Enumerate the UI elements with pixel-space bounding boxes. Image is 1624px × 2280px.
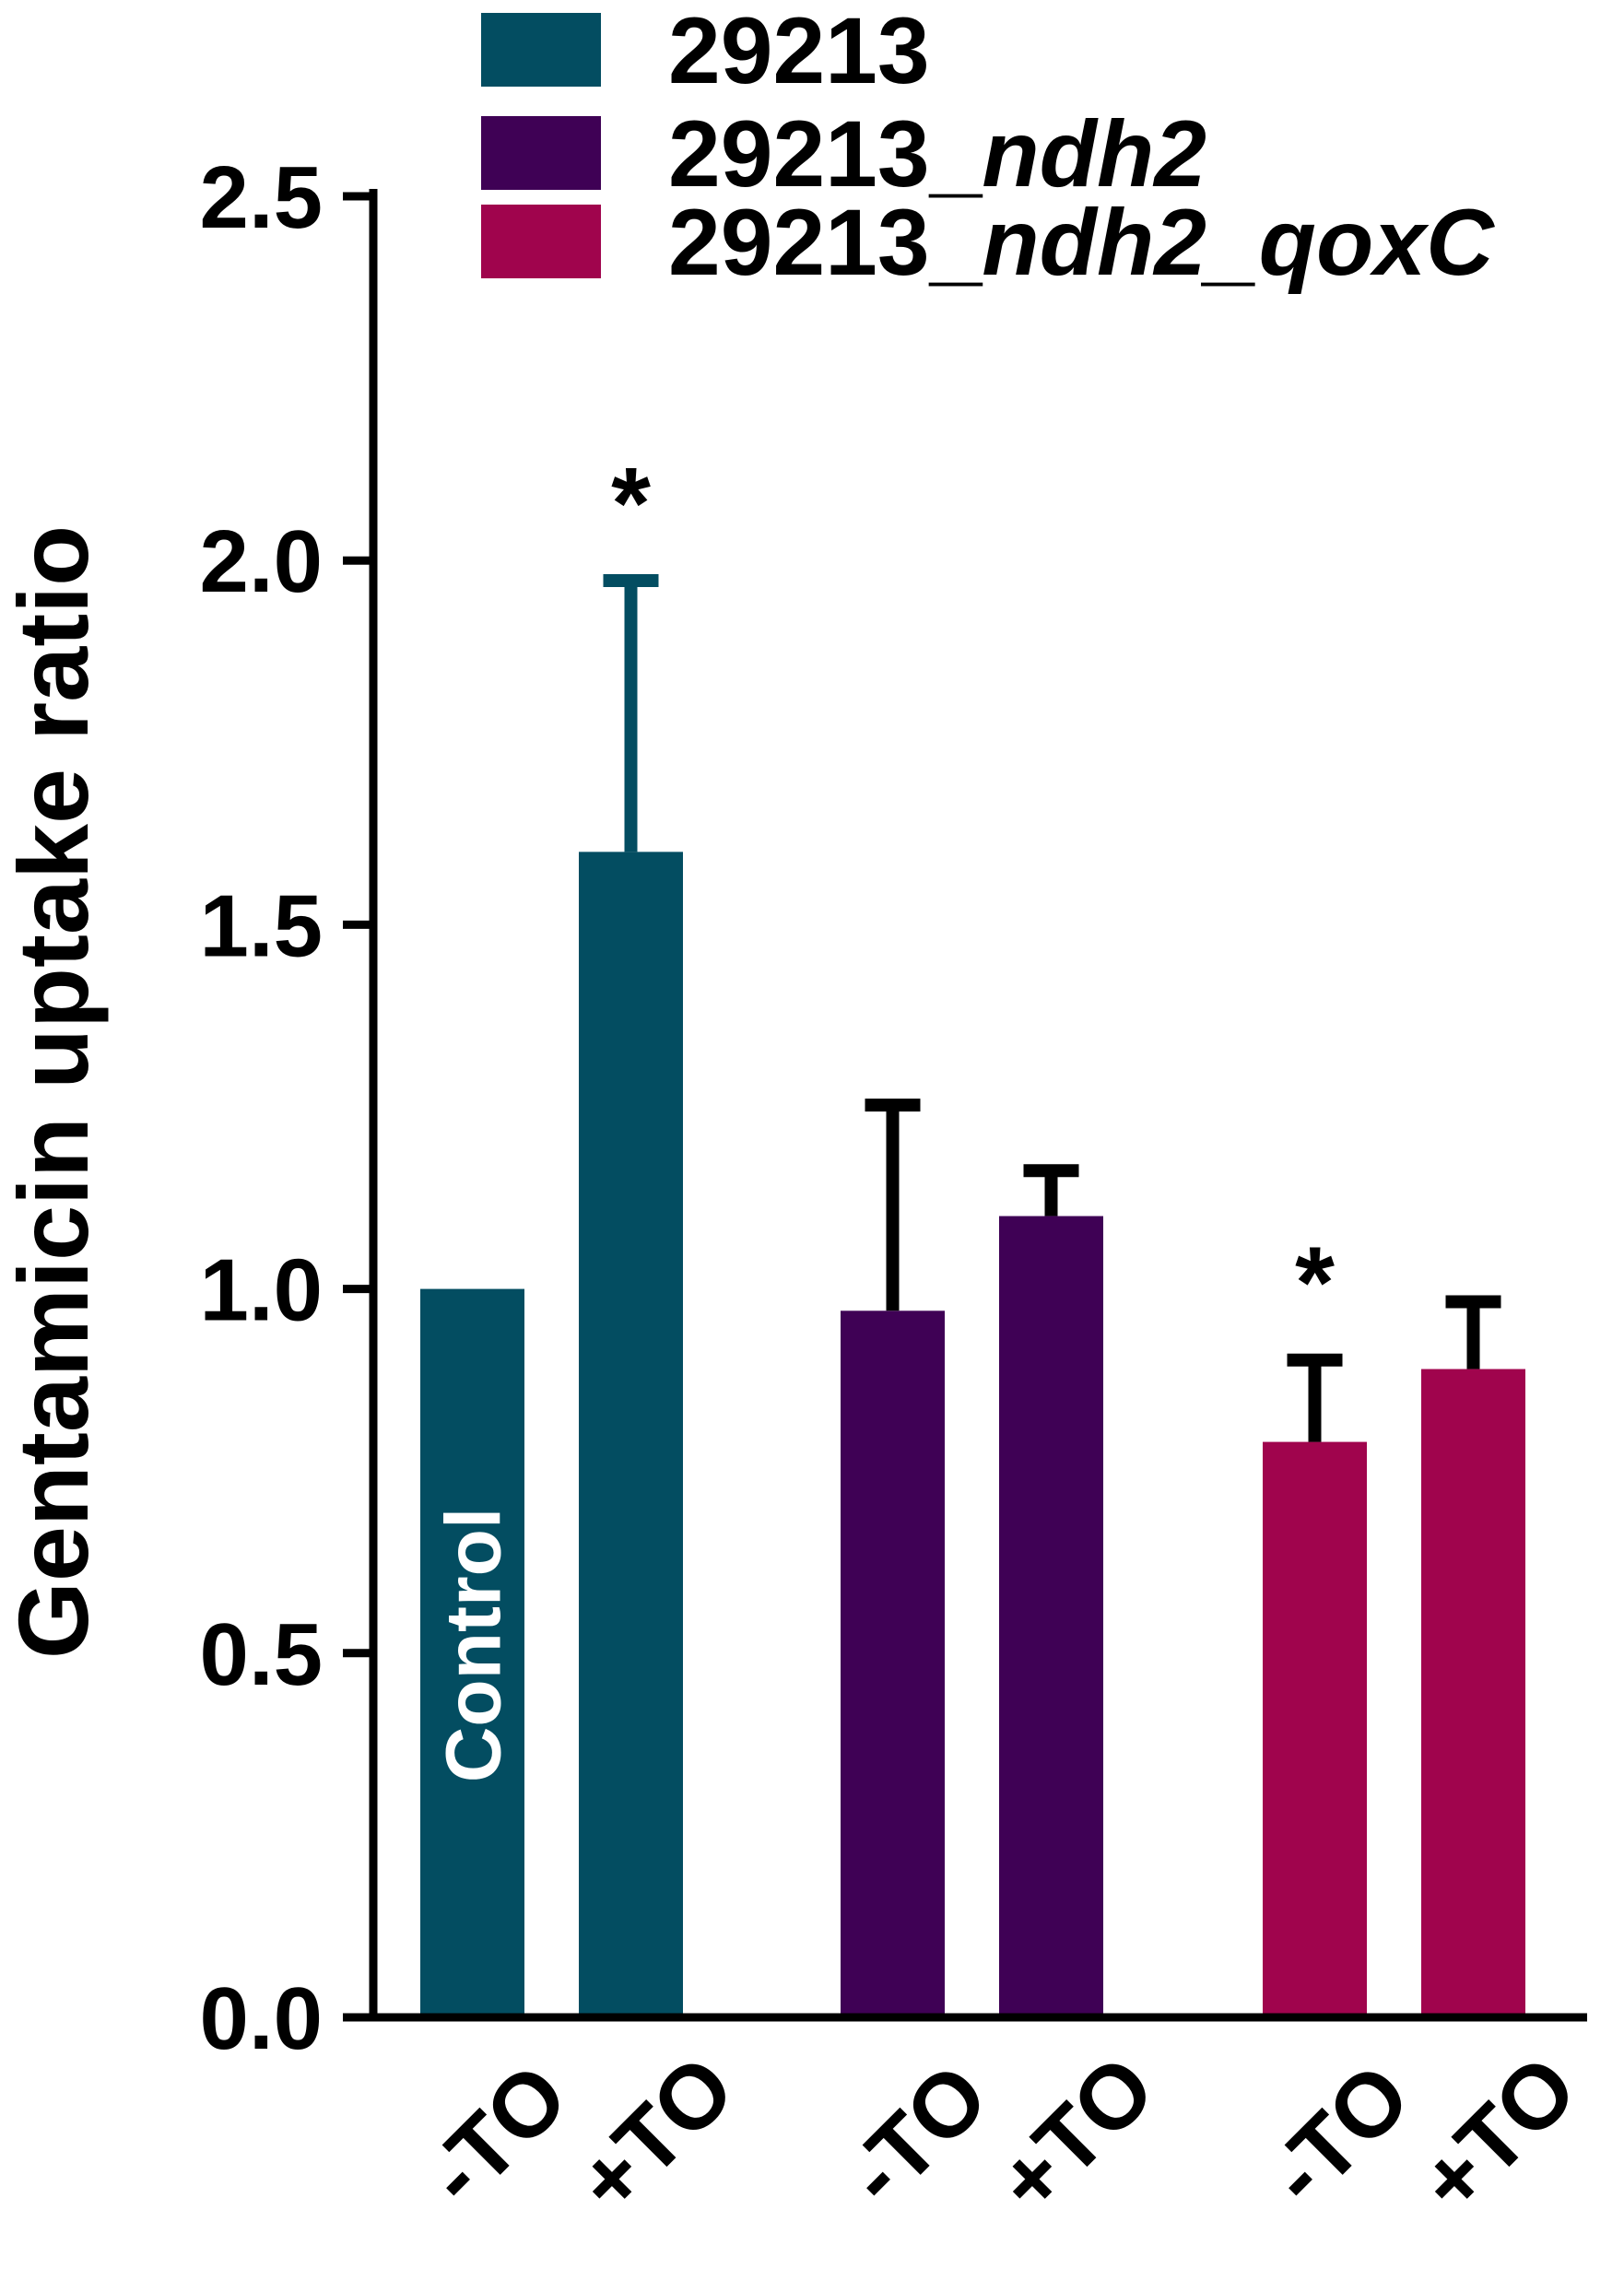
y-tick-label: 0.0 [200,1969,323,2068]
legend-label: 29213_ndh2_qoxC [668,190,1495,295]
y-tick-label: 1.5 [200,876,323,975]
legend-swatch [481,116,601,190]
y-axis-ticks: 0.0 0.5 1.0 1.5 2.0 2.5 [200,148,373,2068]
bar [1263,1441,1367,2017]
legend-label-prefix: 29213_ [668,101,983,206]
x-axis-tick-labels: -TO+TO -TO+TO -TO+TO [406,2036,1596,2232]
annotations: ** [611,447,1335,1340]
x-tick-label: +TO [977,2036,1173,2232]
error-bars [603,574,1501,1442]
significance-star: * [611,447,651,560]
legend-label-italic: ndh2 [982,101,1206,206]
legend-label: 29213 [668,0,930,103]
bar [841,1310,945,2017]
legend-swatch [481,13,601,87]
y-tick-label: 0.5 [200,1605,323,1704]
y-axis-label: Gentamicin uptake ratio [0,525,109,1659]
x-tick-label: +TO [557,2036,753,2232]
y-tick-label: 1.0 [200,1241,323,1340]
y-tick-label: 2.5 [200,148,323,247]
significance-star: * [1295,1227,1335,1340]
bars: Control [420,852,1525,2017]
x-tick-label: -TO [406,2044,587,2225]
x-tick-label: -TO [1249,2044,1430,2225]
legend-swatch [481,205,601,278]
legend-label-prefix: 29213_ [668,190,983,295]
legend-label-prefix: 29213 [668,0,930,103]
bar [579,852,683,2017]
bar [999,1216,1103,2017]
x-tick-label: -TO [827,2044,1007,2225]
bar [1421,1369,1525,2017]
legend-label: 29213_ndh2 [668,101,1206,206]
x-tick-label: +TO [1399,2036,1595,2232]
legend-label-italic: ndh2_qoxC [982,190,1495,295]
bar [420,1288,524,2017]
y-tick-label: 2.0 [200,512,323,611]
bar-inner-label: Control [430,1508,517,1783]
